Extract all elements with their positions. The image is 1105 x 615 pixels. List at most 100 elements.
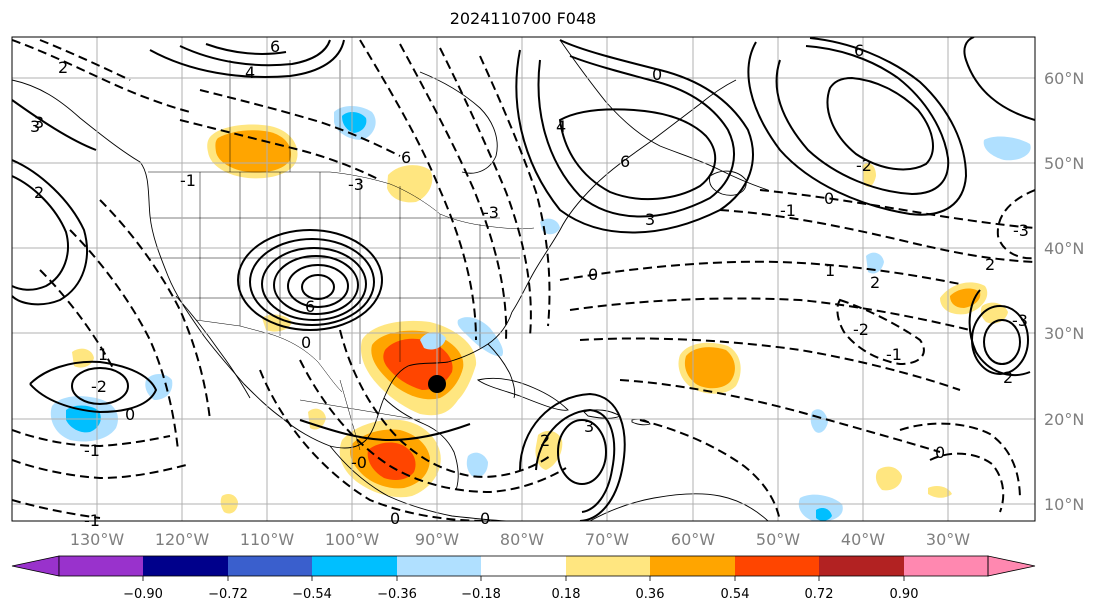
south-america-coastline <box>589 493 769 521</box>
trough-contour-1 <box>359 39 477 341</box>
pacific-contour-4 <box>29 360 158 414</box>
contour-label: -1 <box>886 345 902 364</box>
lat-label: 60°N <box>1044 69 1084 88</box>
nw-canada-contour-2 <box>179 39 331 67</box>
lon-label: 100°W <box>325 530 380 549</box>
contour-label: 0 <box>935 443 945 462</box>
cool-anomaly-central-am <box>466 452 488 478</box>
contour-label: 2 <box>34 183 44 202</box>
contour-label: 0 <box>390 509 400 528</box>
contour-label: 2 <box>1003 368 1013 387</box>
baja-peninsula <box>175 295 251 399</box>
colorbar-tick-label: −0.90 <box>123 587 163 602</box>
atlantic-contour-5 <box>719 209 1035 263</box>
contour-label: 0 <box>588 265 598 284</box>
west-coast-coastline <box>12 79 283 419</box>
cool-anomaly-se-us <box>457 317 504 357</box>
caribbean-high-contour-2 <box>535 408 616 513</box>
nw-canada-contour-3 <box>205 43 287 55</box>
colorbar-tick-label: 0.90 <box>890 587 919 602</box>
colorbar-tick-label: 0.18 <box>552 587 581 602</box>
sw-atlantic-contour-2 <box>971 305 1029 375</box>
colorbar-border <box>58 555 989 577</box>
contour-label: 6 <box>270 37 280 56</box>
contour-label: -1 <box>84 511 100 530</box>
lat-label: 40°N <box>1044 239 1084 258</box>
contour-label: -1 <box>180 171 196 190</box>
contour-label: 6 <box>620 152 630 171</box>
contour-label: 0 <box>652 65 662 84</box>
warm-anomaly-east-2 <box>980 302 1008 324</box>
contour-label: -1 <box>84 441 100 460</box>
colorbar-tick-label: −0.18 <box>461 587 501 602</box>
lon-label: 90°W <box>415 530 459 549</box>
lon-label: 110°W <box>240 530 295 549</box>
upper-low-contour-2 <box>249 238 375 326</box>
contour-label: 3 <box>645 210 655 229</box>
lon-label: 30°W <box>926 530 970 549</box>
lon-label: 80°W <box>500 530 544 549</box>
map-frame <box>11 36 1036 522</box>
contour-label: 6 <box>305 297 315 316</box>
upper-low-contour-5 <box>287 264 349 308</box>
upper-low-contour-6 <box>301 274 335 300</box>
sw-atlantic-contour-3 <box>983 319 1021 365</box>
contour-label: -2 <box>856 156 872 175</box>
colorbar-segment <box>819 556 904 576</box>
west-trough-1 <box>99 199 211 421</box>
west-trough-3 <box>39 269 115 371</box>
contour-label: 0 <box>125 405 135 424</box>
warm-anomaly-nw-core <box>215 130 292 173</box>
gulf-contour <box>299 419 471 442</box>
cuba-island <box>476 377 569 411</box>
colorbar-segment <box>312 556 397 576</box>
north-atlantic-contour-2 <box>537 55 735 218</box>
nw-canada-contour-1 <box>149 39 345 78</box>
east-dashed-1 <box>996 189 1035 260</box>
sw-atlantic-contour-4 <box>963 37 1035 121</box>
colorbar: −0.90 −0.72 −0.54 −0.36 −0.18 0.18 0.36 … <box>11 555 1036 602</box>
upper-low-contour-1 <box>237 229 383 331</box>
labrador-coastline <box>559 39 769 191</box>
pacific-contour-3 <box>12 99 97 151</box>
atlantic-contour-6 <box>759 189 1035 229</box>
contour-label: 3 <box>34 113 44 132</box>
caribbean-high-contour-1 <box>519 392 626 521</box>
nw-dashed-2 <box>39 39 131 81</box>
colorbar-tick-label: −0.72 <box>208 587 248 602</box>
colorbar-high-extension <box>987 555 1036 577</box>
colorbar-segment <box>59 556 143 576</box>
cool-anomaly-canada-core <box>342 112 367 133</box>
storm-center-dot <box>428 375 446 393</box>
pacific-dashed-2 <box>12 459 191 480</box>
upper-low-contour-3 <box>261 247 367 321</box>
contour-label: 1 <box>825 261 835 280</box>
lon-label: 70°W <box>585 530 629 549</box>
colorbar-segment <box>904 556 988 576</box>
negative-contours <box>12 39 1035 521</box>
longitude-labels: 130°W 120°W 110°W 100°W 90°W 80°W 70°W 6… <box>70 530 970 549</box>
lat-label: 30°N <box>1044 324 1084 343</box>
lon-label: 120°W <box>155 530 210 549</box>
lon-label: 60°W <box>671 530 715 549</box>
atlantic-contour-2 <box>569 297 971 331</box>
latitude-labels: 60°N 50°N 40°N 30°N 20°N 10°N <box>1044 69 1084 514</box>
contour-label: -3 <box>483 203 499 222</box>
warm-anomaly-small-7 <box>928 486 952 498</box>
gulf-trough-2 <box>299 359 567 494</box>
positive-contours <box>12 37 1035 521</box>
atlantic-contour-4 <box>619 379 941 453</box>
contour-label: 2 <box>58 58 68 77</box>
cool-anomaly-central <box>866 252 884 274</box>
sw-atlantic-contour-1 <box>968 289 1031 377</box>
lat-label: 20°N <box>1044 410 1084 429</box>
trough-contour-4 <box>479 55 551 327</box>
contour-label: 4 <box>556 117 566 136</box>
mexico-line <box>299 379 421 451</box>
trough-contour-3 <box>439 47 532 337</box>
lon-label: 40°W <box>841 530 885 549</box>
contour-label: 3 <box>30 117 40 136</box>
strong-anomaly-mexico <box>367 442 416 480</box>
pacific-dashed-3 <box>12 499 101 519</box>
